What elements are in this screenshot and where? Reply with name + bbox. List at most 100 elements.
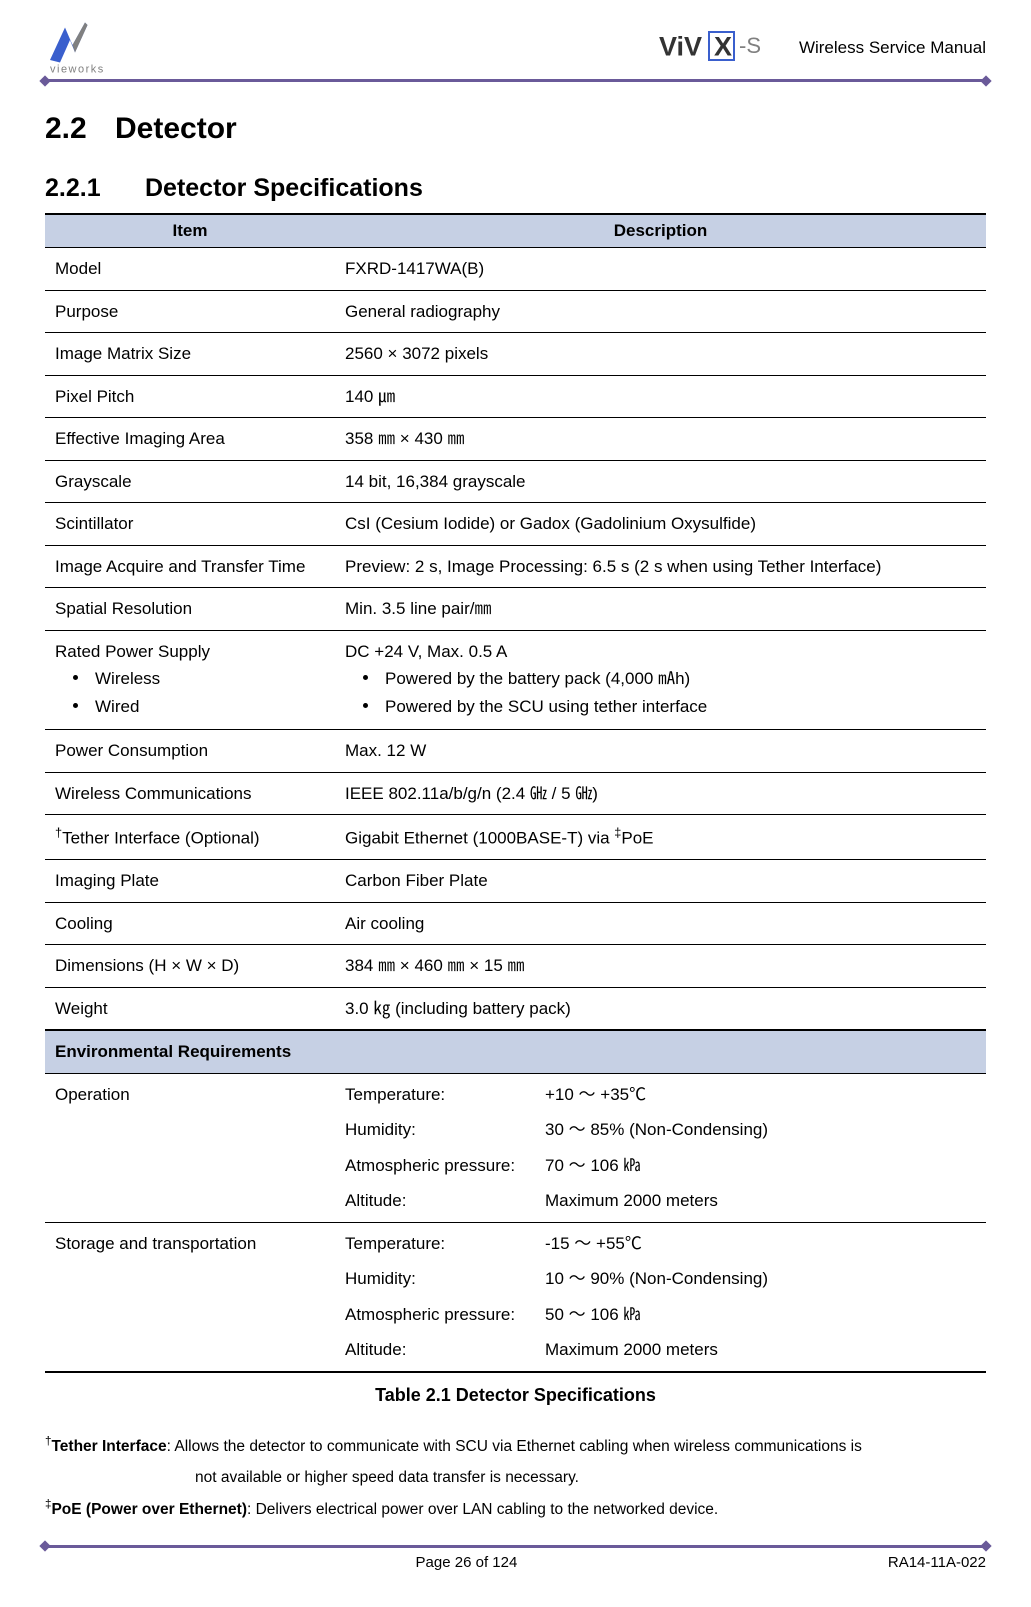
footnote-term: PoE (Power over Ethernet) [51,1501,247,1518]
cell-desc: CsI (Cesium Iodide) or Gadox (Gadolinium… [335,503,986,546]
cell-desc: DC +24 V, Max. 0.5 A Powered by the batt… [335,630,986,730]
section-heading: 2.2Detector [45,112,986,146]
footnote-tether: †Tether Interface: Allows the detector t… [45,1430,986,1493]
col-desc: Description [335,214,986,248]
cell-item: Grayscale [45,460,335,503]
header-right: ViV X -S Wireless Service Manual [659,28,986,68]
vieworks-logo: vieworks [45,20,160,75]
spec-table: Item Description ModelFXRD-1417WA(B) Pur… [45,213,986,1373]
table-row: Power ConsumptionMax. 12 W [45,730,986,773]
env-temp-value: -15 ～ +55℃ [545,1231,976,1257]
cell-item: †Tether Interface (Optional) [45,815,335,860]
page-number: Page 26 of 124 [45,1554,888,1571]
header-divider [45,79,986,82]
env-atm-label: Atmospheric pressure: [345,1302,545,1328]
cell-desc: Air cooling [335,902,986,945]
footnote-term: Tether Interface [51,1438,166,1455]
cell-item: Scintillator [45,503,335,546]
power-desc-wireless: Powered by the battery pack (4,000 ㎃h) [363,666,976,692]
env-alt-label: Altitude: [345,1337,545,1363]
page-footer: Page 26 of 124 RA14-11A-022 [45,1554,986,1591]
env-hum-value: 30 ～ 85% (Non-Condensing) [545,1117,976,1143]
cell-desc: IEEE 802.11a/b/g/n (2.4 ㎓ / 5 ㎓) [335,772,986,815]
env-op-label: Operation [45,1073,335,1222]
cell-item: Purpose [45,290,335,333]
table-row: Pixel Pitch140 ㎛ [45,375,986,418]
table-caption: Table 2.1 Detector Specifications [45,1385,986,1406]
cell-item: Image Acquire and Transfer Time [45,545,335,588]
env-alt-label: Altitude: [345,1188,545,1214]
cell-item: Rated Power Supply Wireless Wired [45,630,335,730]
cell-desc: 140 ㎛ [335,375,986,418]
col-item: Item [45,214,335,248]
section-title: Detector [115,112,237,145]
power-desc-wired: Powered by the SCU using tether interfac… [363,694,976,720]
cell-desc: 3.0 ㎏ (including battery pack) [335,987,986,1030]
section-number: 2.2 [45,112,115,146]
table-row: Imaging PlateCarbon Fiber Plate [45,860,986,903]
table-row: ModelFXRD-1417WA(B) [45,248,986,291]
cell-desc: Min. 3.5 line pair/㎜ [335,588,986,631]
cell-item: Wireless Communications [45,772,335,815]
env-atm-value: 70 ～ 106 ㎪ [545,1153,976,1179]
footnotes: †Tether Interface: Allows the detector t… [45,1430,986,1525]
manual-title: Wireless Service Manual [799,38,986,58]
cell-item: Image Matrix Size [45,333,335,376]
cell-item: Cooling [45,902,335,945]
cell-desc: 2560 × 3072 pixels [335,333,986,376]
table-row: Grayscale14 bit, 16,384 grayscale [45,460,986,503]
env-hum-label: Humidity: [345,1117,545,1143]
table-row: CoolingAir cooling [45,902,986,945]
cell-desc: 358 ㎜ × 430 ㎜ [335,418,986,461]
env-hum-value: 10 ～ 90% (Non-Condensing) [545,1266,976,1292]
table-row: PurposeGeneral radiography [45,290,986,333]
cell-desc: 14 bit, 16,384 grayscale [335,460,986,503]
svg-text:ViV: ViV [659,31,702,61]
subsection-number: 2.2.1 [45,174,145,203]
cell-desc: General radiography [335,290,986,333]
env-operation-row: Operation Temperature:+10 ～ +35℃ Humidit… [45,1073,986,1222]
power-desc-main: DC +24 V, Max. 0.5 A [345,642,507,661]
table-row-tether: †Tether Interface (Optional) Gigabit Eth… [45,815,986,860]
cell-desc: FXRD-1417WA(B) [335,248,986,291]
env-header-row: Environmental Requirements [45,1030,986,1073]
vivix-s-logo: ViV X -S [659,28,789,68]
page-header: vieworks ViV X -S Wireless Service Manua… [45,20,986,75]
cell-item: Spatial Resolution [45,588,335,631]
cell-item: Dimensions (H × W × D) [45,945,335,988]
cell-item: Effective Imaging Area [45,418,335,461]
env-st-label: Storage and transportation [45,1222,335,1372]
cell-desc: Preview: 2 s, Image Processing: 6.5 s (2… [335,545,986,588]
cell-item: Power Consumption [45,730,335,773]
table-row: Effective Imaging Area358 ㎜ × 430 ㎜ [45,418,986,461]
table-row: Image Matrix Size2560 × 3072 pixels [45,333,986,376]
table-row: Weight3.0 ㎏ (including battery pack) [45,987,986,1030]
env-atm-label: Atmospheric pressure: [345,1153,545,1179]
power-label: Rated Power Supply [55,642,210,661]
svg-text:X: X [714,31,732,61]
table-row: Wireless CommunicationsIEEE 802.11a/b/g/… [45,772,986,815]
footnote-poe: ‡PoE (Power over Ethernet): Delivers ele… [45,1493,986,1525]
power-sub-wireless: Wireless [73,666,325,692]
cell-item: Imaging Plate [45,860,335,903]
env-temp-label: Temperature: [345,1231,545,1257]
env-alt-value: Maximum 2000 meters [545,1188,976,1214]
env-temp-label: Temperature: [345,1082,545,1108]
doc-number: RA14-11A-022 [888,1554,986,1571]
cell-desc: 384 ㎜ × 460 ㎜ × 15 ㎜ [335,945,986,988]
cell-item: Weight [45,987,335,1030]
env-hum-label: Humidity: [345,1266,545,1292]
footnote-text: : Allows the detector to communicate wit… [167,1438,862,1455]
env-st-values: Temperature:-15 ～ +55℃ Humidity:10 ～ 90%… [335,1222,986,1372]
table-row: Spatial ResolutionMin. 3.5 line pair/㎜ [45,588,986,631]
subsection-heading: 2.2.1Detector Specifications [45,174,986,203]
table-row: Image Acquire and Transfer TimePreview: … [45,545,986,588]
footnote-text-cont: not available or higher speed data trans… [45,1462,986,1493]
env-header: Environmental Requirements [45,1030,986,1073]
cell-desc: Max. 12 W [335,730,986,773]
env-temp-value: +10 ～ +35℃ [545,1082,976,1108]
cell-item: Model [45,248,335,291]
footer-divider [45,1545,986,1548]
table-row: Dimensions (H × W × D)384 ㎜ × 460 ㎜ × 15… [45,945,986,988]
table-row: ScintillatorCsI (Cesium Iodide) or Gadox… [45,503,986,546]
